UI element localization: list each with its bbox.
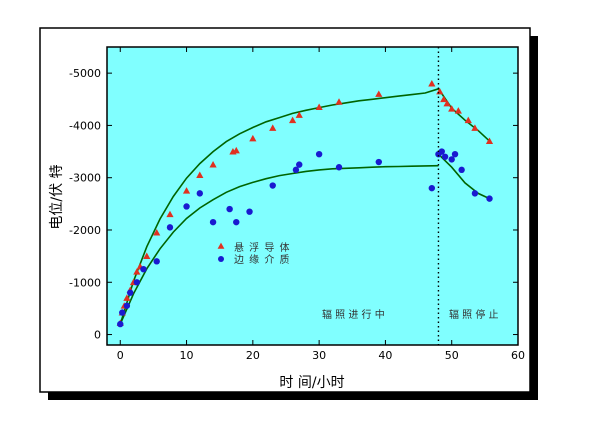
fit-line-2 <box>119 88 439 325</box>
fit-line-3 <box>119 164 439 325</box>
x-tick-label: 60 <box>511 349 525 362</box>
point-suspended-conductor <box>471 124 479 131</box>
annotation-irradiation-stopped: 辐 照 停 止 <box>449 308 499 321</box>
point-edge-dielectric <box>448 156 455 163</box>
point-edge-dielectric <box>233 218 240 226</box>
point-edge-dielectric <box>183 203 190 210</box>
x-tick-label: 40 <box>378 349 392 362</box>
point-edge-dielectric <box>451 150 459 158</box>
point-edge-dielectric <box>133 279 141 286</box>
point-suspended-conductor <box>295 111 303 118</box>
point-edge-dielectric <box>166 224 174 231</box>
point-edge-dielectric <box>209 218 217 226</box>
point-edge-dielectric <box>127 289 134 296</box>
point-suspended-conductor <box>315 103 323 111</box>
point-edge-dielectric <box>471 190 479 197</box>
point-edge-dielectric <box>428 184 436 192</box>
marks-layer <box>116 47 494 345</box>
legend-label-edge-dielectric: 边 缘 介 质 <box>234 253 291 266</box>
y-axis-title: 电位/伏 特 <box>49 164 65 229</box>
point-edge-dielectric <box>315 150 323 158</box>
point-edge-dielectric <box>196 190 204 197</box>
y-tick-label: -3000 <box>69 172 101 185</box>
point-suspended-conductor <box>428 79 436 87</box>
y-tick-label: -1000 <box>69 276 101 289</box>
point-suspended-conductor <box>289 116 297 124</box>
fit-line-5 <box>437 153 490 200</box>
point-edge-dielectric <box>438 148 445 155</box>
point-suspended-conductor <box>375 90 383 97</box>
point-suspended-conductor <box>485 137 494 144</box>
point-suspended-conductor <box>196 171 204 178</box>
point-edge-dielectric <box>117 320 124 328</box>
point-suspended-conductor <box>249 134 257 142</box>
point-suspended-conductor <box>448 105 456 112</box>
legend-marker-circle <box>218 256 224 262</box>
point-suspended-conductor <box>182 187 191 194</box>
point-edge-dielectric <box>292 166 300 174</box>
point-edge-dielectric <box>296 161 303 168</box>
point-suspended-conductor <box>443 99 451 107</box>
y-tick-label: -4000 <box>69 119 101 132</box>
x-tick-label: 20 <box>246 349 260 362</box>
point-suspended-conductor <box>269 124 277 131</box>
plot-area <box>106 46 519 346</box>
x-tick-label: 30 <box>312 349 326 362</box>
point-suspended-conductor <box>454 107 462 114</box>
point-suspended-conductor <box>166 210 174 218</box>
point-edge-dielectric <box>458 166 465 174</box>
point-suspended-conductor <box>464 116 472 124</box>
point-suspended-conductor <box>440 95 448 103</box>
point-edge-dielectric <box>335 164 343 171</box>
point-suspended-conductor <box>123 294 131 301</box>
point-edge-dielectric <box>153 258 160 265</box>
y-tick-label: 0 <box>94 329 101 342</box>
point-edge-dielectric <box>269 182 276 189</box>
point-suspended-conductor <box>153 228 161 236</box>
x-tick-label: 0 <box>117 349 124 362</box>
x-tick-label: 50 <box>445 349 459 362</box>
legend-marker-triangle <box>217 242 225 249</box>
x-tick-label: 10 <box>180 349 194 362</box>
x-axis-title: 时 间/小时 <box>279 375 344 391</box>
point-edge-dielectric <box>140 265 147 273</box>
point-edge-dielectric <box>246 208 253 215</box>
point-edge-dielectric <box>119 309 126 316</box>
point-edge-dielectric <box>123 302 131 309</box>
point-edge-dielectric <box>441 153 449 160</box>
point-suspended-conductor <box>232 146 240 154</box>
point-edge-dielectric <box>486 195 493 202</box>
point-edge-dielectric <box>226 205 233 213</box>
legend: 悬 浮 导 体 边 缘 介 质 <box>217 242 291 266</box>
point-edge-dielectric <box>375 158 382 166</box>
y-tick-label: -2000 <box>69 224 101 237</box>
point-suspended-conductor <box>209 161 217 168</box>
axes-layer: 0 10 20 30 40 50 60 0 -1000 -2000 -3000 -4000 -5000 <box>69 47 525 362</box>
point-suspended-conductor <box>335 98 343 105</box>
point-suspended-conductor <box>143 252 151 260</box>
point-suspended-conductor <box>133 268 141 275</box>
y-tick-label: -5000 <box>69 67 101 80</box>
annotation-irradiating: 辐 照 进 行 中 <box>322 308 385 321</box>
legend-label-suspended-conductor: 悬 浮 导 体 <box>234 242 291 254</box>
